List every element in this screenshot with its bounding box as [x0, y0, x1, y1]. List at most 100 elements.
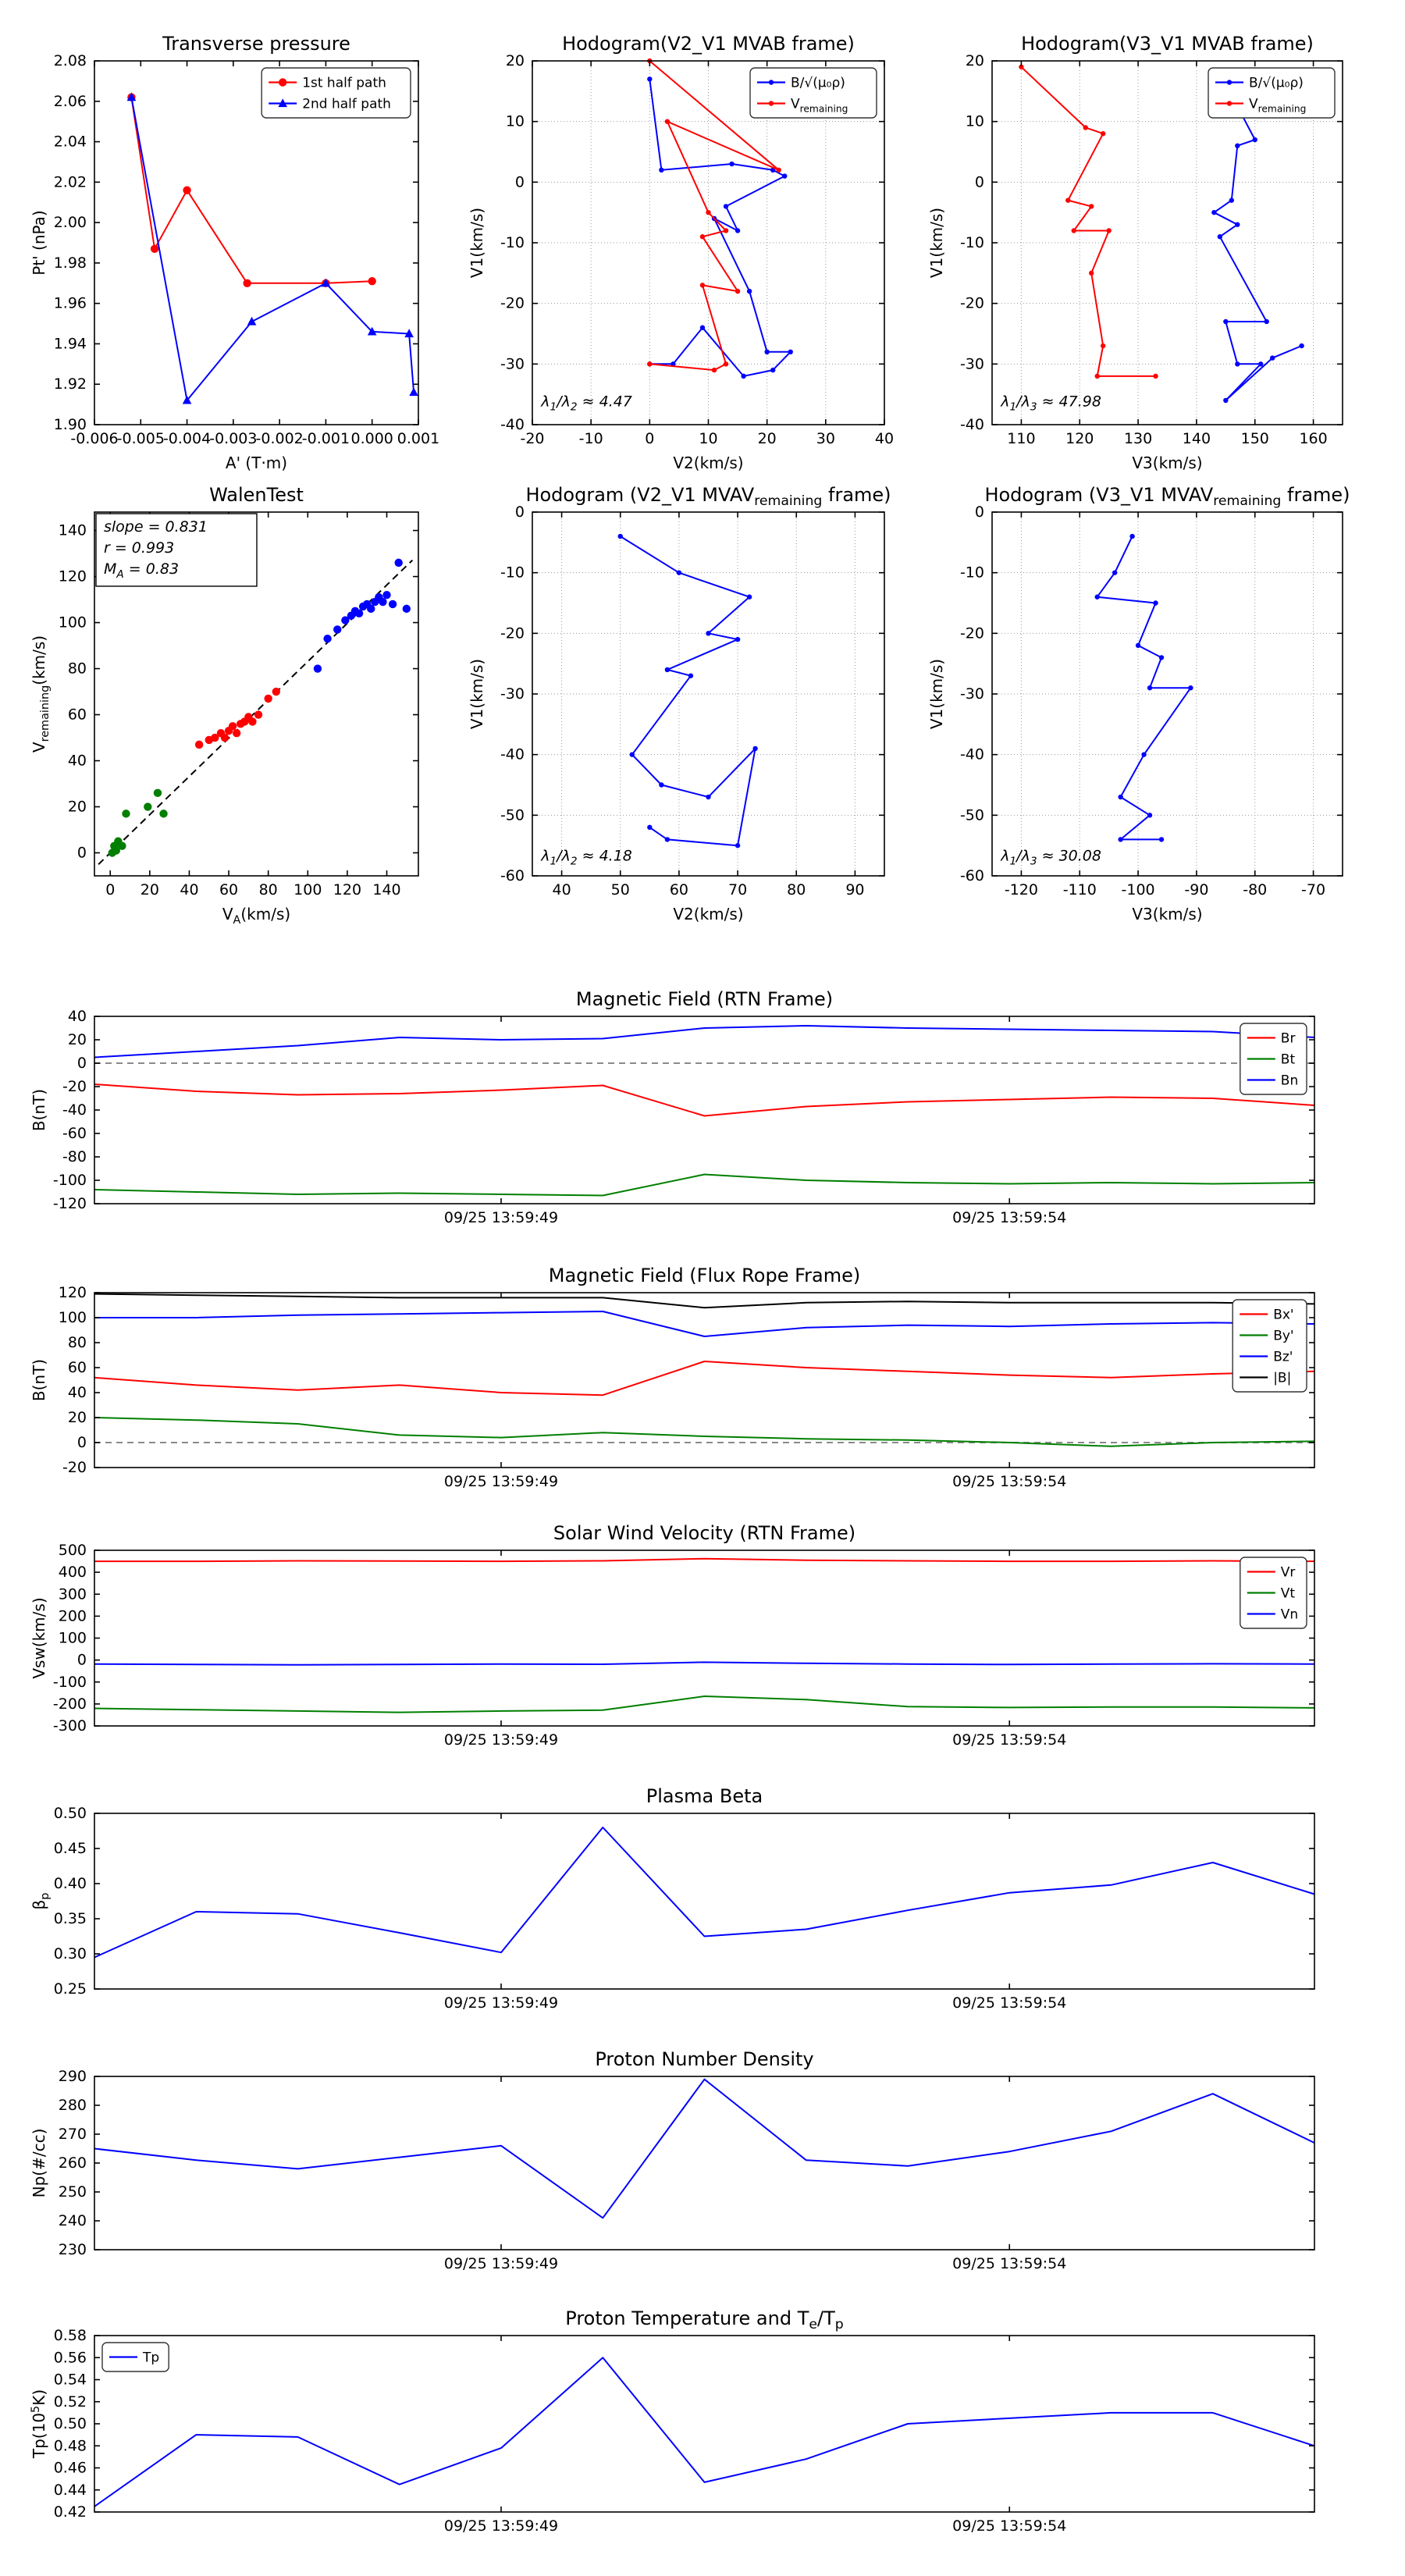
x-tick-label: -0.002	[256, 430, 304, 447]
chart-title: Hodogram(V2_V1 MVAB frame)	[562, 33, 855, 55]
series-1st-half-path	[127, 93, 376, 287]
chart-title: Proton Temperature and Te/Tp	[565, 2307, 843, 2332]
y-tick-label: 270	[59, 2126, 87, 2143]
x-axis-label: V3(km/s)	[1132, 905, 1202, 923]
y-tick-label: -30	[960, 685, 984, 703]
y-tick-label: -40	[960, 416, 984, 433]
y-tick-label: 260	[59, 2154, 87, 2172]
y-axis-label: V1(km/s)	[468, 659, 486, 729]
legend-label: Vremaining	[1249, 97, 1306, 115]
x-tick-label: -20	[520, 430, 544, 447]
y-tick-label: -10	[960, 564, 984, 582]
y-tick-label: 120	[59, 1284, 87, 1301]
y-tick-label: 80	[68, 660, 87, 678]
y-tick-label: -20	[960, 624, 984, 642]
y-axis-label: V1(km/s)	[468, 208, 486, 278]
y-tick-label: 2.08	[54, 52, 87, 69]
x-tick-label: -110	[1063, 881, 1097, 898]
series-np	[94, 2078, 1315, 2219]
series-v-remaining	[1019, 64, 1158, 379]
x-tick-label: 160	[1299, 430, 1327, 447]
annotation: λ1/λ2 ≈ 4.18	[540, 848, 632, 868]
y-tick-label: -50	[960, 806, 984, 824]
y-tick-label: 0.30	[54, 1945, 87, 1962]
y-tick-label: 1.90	[54, 416, 87, 433]
axes-ticks: 09/25 13:59:49 09/25 13:59:54 230 240 250 260…	[59, 2068, 1314, 2272]
y-tick-label: 20	[68, 1409, 87, 1426]
x-tick-label: 130	[1124, 430, 1152, 447]
axes-frame	[94, 60, 419, 425]
x-tick-label: 140	[372, 881, 400, 898]
annotation: λ1/λ2 ≈ 4.47	[540, 393, 632, 414]
axes-frame	[94, 511, 419, 877]
chart-title: Magnetic Field (Flux Rope Frame)	[549, 1265, 860, 1286]
series-middle-cluster	[194, 687, 281, 749]
y-tick-label: 300	[59, 1585, 87, 1603]
y-tick-label: -40	[500, 746, 525, 763]
y-tick-label: 500	[59, 1542, 87, 1559]
y-axis-label: B(nT)	[30, 1089, 48, 1131]
y-tick-label: 0.35	[54, 1910, 87, 1927]
x-tick-label: 150	[1241, 430, 1269, 447]
x-tick-label: 09/25 13:59:49	[444, 1209, 558, 1226]
axes-frame	[94, 2076, 1315, 2250]
y-tick-label: -20	[500, 624, 525, 642]
x-tick-label: -120	[1005, 881, 1038, 898]
y-tick-label: 20	[506, 52, 525, 69]
y-tick-label: 10	[966, 113, 984, 130]
x-tick-label: -0.003	[209, 430, 257, 447]
series-v-remaining	[647, 58, 781, 373]
axes-ticks: 110 120 130 140 150 160 -40 -30 -20 -10 0 10 20	[960, 52, 1343, 447]
x-tick-label: 30	[816, 430, 835, 447]
grid	[532, 511, 884, 877]
legend-label: |B|	[1273, 1371, 1291, 1386]
series-2nd-half-path	[126, 92, 418, 404]
legend-label: Tp	[142, 2350, 159, 2366]
y-tick-label: 0	[77, 845, 87, 862]
axes-ticks: 09/25 13:59:49 09/25 13:59:54 -120 -100 -80 -…	[53, 1008, 1314, 1226]
series-bt	[94, 1173, 1315, 1197]
chart-title: Magnetic Field (RTN Frame)	[576, 988, 833, 1010]
chart-title: Plasma Beta	[646, 1785, 763, 1807]
y-axis-label: Vsw(km/s)	[30, 1597, 48, 1678]
chart-title: Hodogram(V3_V1 MVAB frame)	[1021, 33, 1314, 55]
series-vt	[94, 1695, 1315, 1713]
y-tick-label: 240	[59, 2212, 87, 2229]
x-tick-label: 10	[699, 430, 717, 447]
series-by-	[94, 1417, 1315, 1447]
chart-vsw-rtn: 09/25 13:59:49 09/25 13:59:54 -300 -200 -100…	[30, 1522, 1315, 1749]
y-tick-label: 100	[59, 1630, 87, 1647]
y-tick-label: 0.50	[54, 1805, 87, 1822]
legend: B/√(μ₀ρ) Vremaining	[749, 67, 877, 119]
y-tick-label: 40	[68, 1384, 87, 1401]
y-tick-label: 2.00	[54, 214, 87, 231]
chart-hodogram-v2v1-mvab: -20 -10 0 10 20 30 40 -40 -30 -20 -10 0 10 20 Hodogram…	[468, 33, 894, 472]
x-tick-label: 09/25 13:59:49	[444, 1731, 558, 1749]
chart-hodogram-v2v1-mvav: 40 50 60 70 80 90 -60 -50 -40 -30 -20 -10 0Hodogram …	[468, 484, 891, 923]
x-axis-label: V3(km/s)	[1132, 454, 1202, 472]
y-tick-label: 1.94	[54, 335, 87, 352]
y-tick-label: -10	[500, 564, 525, 582]
x-tick-label: 80	[787, 881, 806, 898]
y-tick-label: 1.92	[54, 375, 87, 393]
x-axis-label: V2(km/s)	[673, 454, 743, 472]
axes-frame	[94, 1292, 1315, 1468]
y-tick-label: 20	[68, 799, 87, 816]
x-tick-label: 0	[105, 881, 115, 898]
series-first-cluster	[108, 788, 168, 857]
x-tick-label: 09/25 13:59:49	[444, 1473, 558, 1490]
y-tick-label: -30	[500, 355, 525, 372]
y-tick-label: -100	[53, 1674, 87, 1691]
x-tick-label: 60	[219, 881, 238, 898]
legend-label: Vr	[1281, 1565, 1296, 1581]
x-tick-label: 100	[293, 881, 322, 898]
axes-ticks: 09/25 13:59:49 09/25 13:59:54 0.25 0.30 0.35…	[54, 1805, 1314, 2012]
y-tick-label: 80	[68, 1334, 87, 1351]
x-tick-label: -0.005	[117, 430, 165, 447]
legend-label: Bx'	[1273, 1308, 1293, 1323]
x-tick-label: 0	[645, 430, 654, 447]
legend-label: 1st half path	[302, 76, 386, 91]
y-tick-label: 0.42	[54, 2503, 87, 2521]
axes-frame	[94, 1016, 1315, 1204]
